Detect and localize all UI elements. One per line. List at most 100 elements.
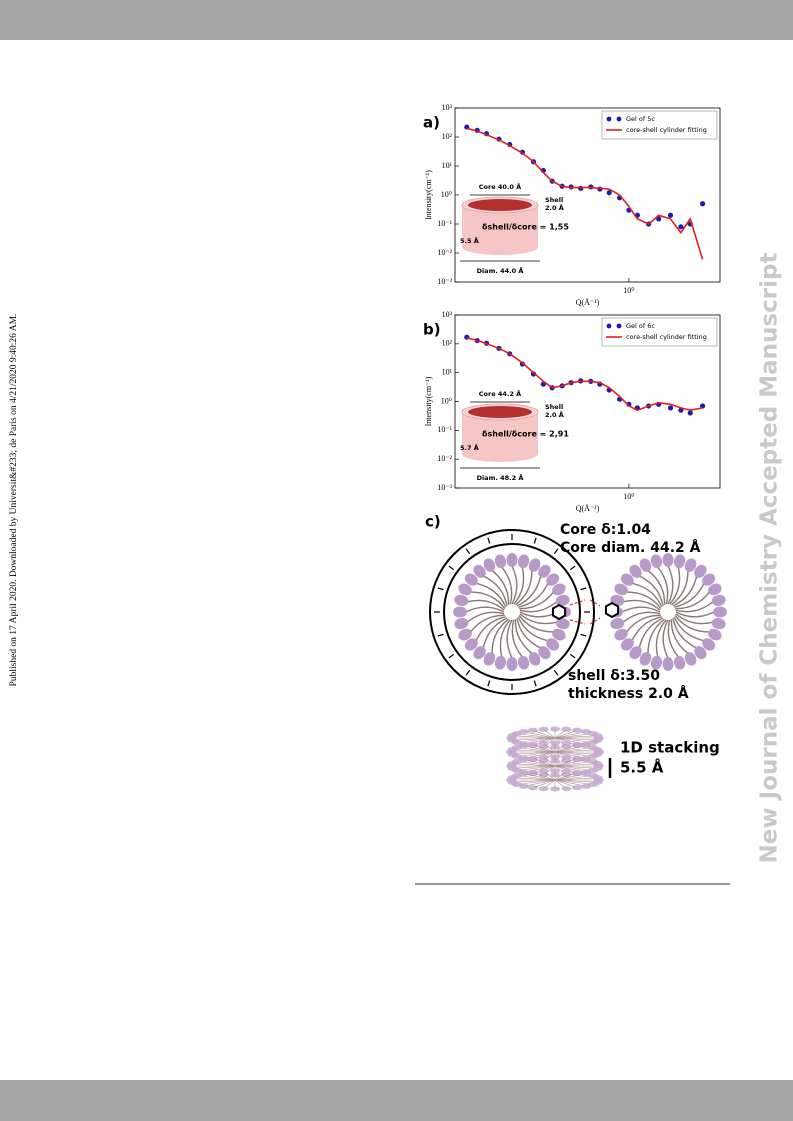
lipid-head [673, 655, 686, 670]
lipid-head [546, 638, 560, 651]
lipid-tail [466, 611, 505, 623]
lipid-tail [501, 566, 513, 605]
shell-delta: shell δ:3.50 [568, 668, 660, 684]
inset-ratio: δshell/δcore = 1,55 [482, 223, 569, 232]
panel-label: c) [425, 513, 441, 531]
lipid-tail [470, 591, 506, 609]
shell-ring [443, 543, 581, 681]
stacked-tail [544, 730, 556, 739]
lipid-head [494, 554, 507, 569]
data-point [667, 212, 674, 218]
shell-dash [533, 680, 537, 687]
lipid-tail [518, 615, 554, 633]
lipid-tail [621, 606, 661, 613]
shell-dash [448, 565, 455, 571]
stacked-head [572, 727, 582, 733]
lipid-head [517, 655, 530, 670]
core-delta: Core δ:1.04 [560, 522, 651, 538]
lipid-tail [675, 613, 714, 625]
stacked-tail [516, 735, 556, 739]
lipid-head [662, 553, 674, 567]
inset-ratio: δshell/δcore = 2,91 [482, 430, 569, 439]
lipid-head [473, 564, 486, 578]
cylinder-core [468, 199, 532, 211]
lipid-tail [465, 606, 505, 613]
lipid-tail [670, 619, 689, 654]
lipid-head [528, 558, 541, 572]
lipid-tail [673, 616, 705, 642]
stacked-head [581, 783, 592, 789]
lipid-tail [622, 599, 661, 611]
stacked-tail [554, 760, 584, 767]
hexagon [551, 603, 567, 621]
shell-dash [437, 587, 444, 591]
stacked-tail [554, 737, 590, 743]
stacked-tail [534, 779, 556, 788]
hbond [569, 599, 601, 625]
y-tick-label: 10² [442, 132, 453, 141]
stacked-tail [554, 761, 590, 767]
fit-line [466, 337, 703, 412]
stacked-tail [554, 765, 590, 771]
lipid-head [458, 628, 472, 641]
stacked-tail [520, 733, 556, 739]
shell-dash [487, 680, 491, 687]
lipid-tail [516, 575, 542, 607]
lipid-tail [491, 570, 510, 605]
shell-dash [437, 633, 444, 637]
lipid-head [458, 583, 472, 596]
legend-label: core-shell cylinder fitting [626, 126, 707, 134]
lipid-head [552, 628, 566, 641]
stacked-tail [554, 749, 594, 753]
stacked-tail [554, 737, 594, 741]
lipid-tail [519, 601, 558, 613]
y-tick-label: 10¹ [442, 161, 453, 170]
legend-label: core-shell cylinder fitting [626, 333, 707, 341]
legend-box [601, 110, 718, 140]
stacked-tail [554, 751, 590, 757]
x-tick-label: 10⁰ [623, 286, 634, 295]
lipid-head [483, 558, 496, 572]
lipid-tail [674, 583, 705, 608]
lipid-tail [475, 616, 506, 641]
stacked-head [572, 785, 582, 791]
stacked-tail [554, 765, 594, 769]
legend-swatch [616, 323, 622, 329]
shell-dash [569, 565, 576, 571]
y-tick-label: 10³ [442, 103, 453, 112]
lipid-head [639, 558, 652, 572]
lipid-head [702, 638, 716, 651]
y-tick-label: 10⁻³ [437, 277, 452, 286]
lipid-tail [511, 565, 518, 605]
stacked-head [528, 755, 538, 761]
cylinder-core [468, 406, 532, 418]
stacked-tail [554, 772, 566, 781]
lipid-tail [675, 611, 715, 618]
cylinder-bottom [462, 446, 538, 462]
stacked-tail [516, 737, 556, 741]
lipid-tail [667, 565, 674, 605]
stacked-head [538, 768, 549, 774]
stacked-tail [554, 730, 576, 739]
stacked-head [518, 757, 529, 763]
data-point [678, 224, 684, 230]
lipid-tail [622, 611, 661, 623]
lipid-tail [647, 570, 666, 605]
inset-height: 5.5 Å [460, 236, 479, 245]
shell-dash [569, 653, 576, 659]
stacked-tail [544, 758, 556, 767]
stacked-head [538, 726, 549, 732]
inset-shell-size: 2.0 Å [545, 203, 564, 212]
stacked-tail [554, 774, 584, 781]
stacked-tail [544, 744, 556, 753]
lipid-tail [517, 616, 549, 642]
stacked-tail [534, 758, 556, 767]
stacked-tail [526, 779, 556, 786]
lipid-tail [657, 566, 669, 605]
y-tick-label: 10⁻¹ [437, 425, 452, 434]
stacked-tail [520, 751, 556, 757]
lipid-tail [514, 619, 533, 654]
stacked-head [528, 769, 538, 775]
stacking-distance: 5.5 Å [620, 758, 664, 777]
lipid-head [546, 573, 560, 586]
